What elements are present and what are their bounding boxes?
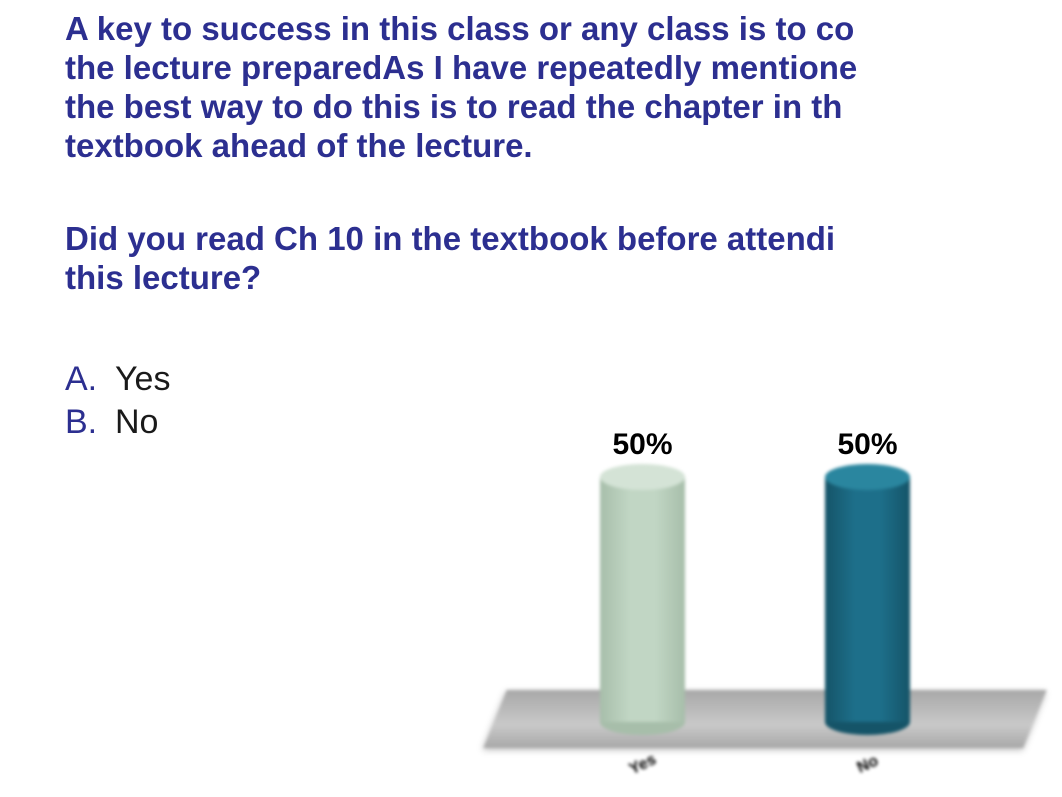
answer-options: A. Yes B. No	[65, 360, 170, 446]
option-b[interactable]: B. No	[65, 403, 170, 442]
chart-floor	[483, 690, 1046, 748]
intro-paragraph: A key to success in this class or any cl…	[65, 10, 1062, 166]
bar-no	[825, 477, 910, 722]
slide: A key to success in this class or any cl…	[0, 0, 1062, 797]
option-label: Yes	[115, 360, 170, 399]
results-bar-chart: YesNo	[485, 180, 1045, 780]
option-letter: B.	[65, 403, 115, 442]
axis-label-no: No	[837, 744, 899, 786]
option-label: No	[115, 403, 158, 442]
option-letter: A.	[65, 360, 115, 399]
bar-yes	[600, 477, 685, 722]
axis-label-yes: Yes	[612, 744, 674, 786]
option-a[interactable]: A. Yes	[65, 360, 170, 399]
